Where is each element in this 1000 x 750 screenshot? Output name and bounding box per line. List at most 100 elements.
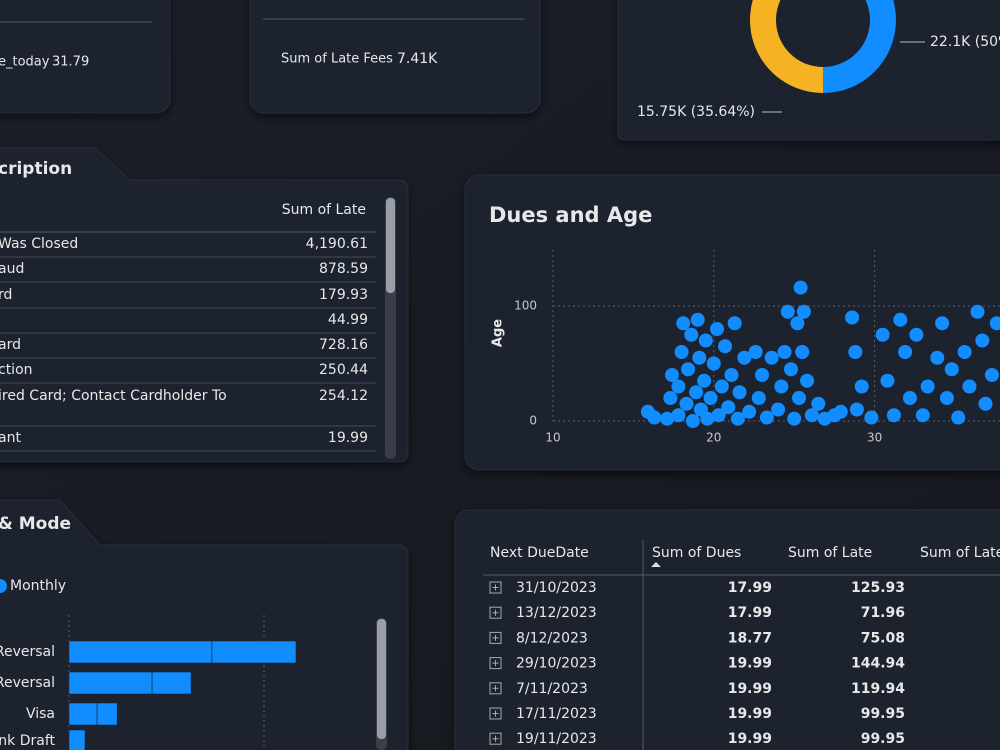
row-date: 31/10/2023 [516, 580, 597, 596]
x-tick-label: 30 [867, 431, 882, 445]
legend-label: Monthly [10, 578, 66, 594]
scatter-point [660, 411, 675, 426]
legend-marker [0, 579, 7, 593]
bar-segment [151, 671, 192, 695]
category-label: ank Draft [0, 733, 56, 749]
row-label: ant [0, 430, 21, 446]
scatter-point [671, 408, 686, 423]
card-value: 7.41K [397, 51, 438, 67]
scatter-point [787, 411, 802, 426]
scatter-point [790, 316, 805, 331]
row-date: 13/12/2023 [516, 605, 597, 621]
scatter-point [845, 310, 860, 325]
row-label: Was Closed [0, 236, 78, 252]
row-value: 125.93 [851, 580, 905, 596]
column-header: Sum of Late [920, 545, 1000, 561]
expand-button[interactable] [489, 631, 502, 644]
expand-button[interactable] [489, 606, 502, 619]
scatter-point [804, 408, 819, 423]
scatter-point [759, 410, 774, 425]
expand-button[interactable] [489, 581, 502, 594]
scatter-point [742, 404, 757, 419]
sort-arrow[interactable] [651, 562, 661, 567]
scatter-point [864, 410, 879, 425]
scatter-point [970, 304, 985, 319]
row-value: 250.44 [319, 362, 368, 378]
scatter-point [774, 379, 789, 394]
donut-slice [823, 0, 896, 93]
category-label: Reversal [0, 675, 55, 691]
y-axis-label: Age [491, 319, 506, 347]
expand-button[interactable] [489, 682, 502, 695]
row-value: 99.95 [861, 731, 905, 747]
row-value: 119.94 [851, 681, 905, 697]
scatter-point [764, 350, 779, 365]
scatter-point [663, 391, 678, 405]
bar-segment [211, 640, 297, 664]
row-value: 878.59 [319, 261, 368, 277]
scatter-point [783, 362, 798, 377]
scatter-point [848, 345, 863, 359]
row-value: 19.99 [728, 706, 772, 722]
scatter-point [944, 362, 959, 377]
expand-icon [492, 710, 499, 717]
scatter-point [780, 304, 795, 319]
scatter-point [793, 280, 808, 295]
scatter-point [915, 408, 930, 423]
scrollbar-thumb[interactable] [386, 198, 395, 293]
card-panel [0, 0, 171, 114]
data-label: 15.75K (35.64%) [637, 104, 755, 120]
scatter-point [898, 345, 913, 359]
scatter-point [875, 327, 890, 342]
scatter-point [909, 327, 924, 342]
card-label: Sum of Late Fees [281, 52, 393, 67]
scatter-point [676, 316, 691, 331]
scatter-point [690, 312, 705, 327]
scatter-point [975, 333, 990, 348]
row-value: 179.93 [319, 287, 368, 303]
scatter-point [664, 368, 679, 382]
scatter-point [811, 396, 826, 411]
y-tick-label: 0 [529, 414, 537, 428]
column-header: Next DueDate [490, 545, 589, 561]
row-value: 75.08 [861, 630, 905, 646]
bar-segment [68, 702, 98, 726]
bar-segment [96, 702, 118, 726]
row-label: aud [0, 261, 24, 277]
scatter-point [679, 396, 694, 411]
scatter-point [689, 385, 704, 400]
bar-segment [68, 640, 213, 664]
scatter-point [880, 373, 895, 388]
scatter-point [849, 402, 864, 417]
row-value: 17.99 [728, 605, 772, 621]
row-label: ired Card; Contact Cardholder To [0, 388, 227, 404]
y-tick-label: 100 [514, 299, 537, 313]
scatter-point [800, 373, 815, 388]
row-date: 8/12/2023 [516, 630, 588, 646]
expand-button[interactable] [489, 657, 502, 670]
row-value: 19.99 [728, 656, 772, 672]
column-header: Sum of Late [282, 202, 366, 218]
expand-button[interactable] [489, 732, 502, 745]
column-header: Sum of Dues [652, 545, 741, 561]
scrollbar-thumb[interactable] [377, 619, 386, 739]
scatter-point [951, 410, 966, 425]
category-label: Visa [26, 706, 55, 722]
row-value: 19.99 [328, 430, 368, 446]
scatter-point [751, 391, 766, 405]
column-header: Sum of Late [788, 545, 872, 561]
scatter-point [721, 400, 736, 415]
row-value: 144.94 [851, 656, 905, 672]
scatter-point [795, 345, 810, 359]
scatter-point [685, 414, 700, 428]
row-value: 728.16 [319, 337, 368, 353]
row-value: 19.99 [728, 681, 772, 697]
row-value: 18.77 [728, 630, 772, 646]
row-date: 17/11/2023 [516, 706, 597, 722]
scatter-point [755, 368, 770, 382]
row-value: 19.99 [728, 731, 772, 747]
row-value: 17.99 [728, 580, 772, 596]
row-label: rd [0, 287, 12, 303]
expand-button[interactable] [489, 707, 502, 720]
